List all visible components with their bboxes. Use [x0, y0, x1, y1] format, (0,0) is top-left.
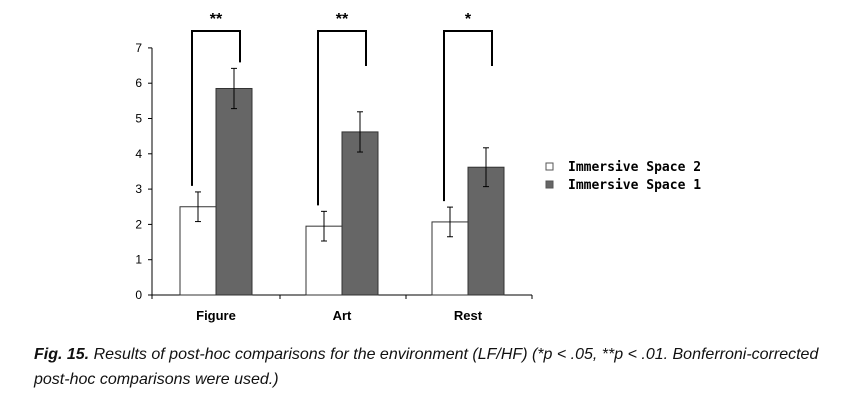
legend-label: Immersive Space 2	[568, 160, 701, 175]
y-tick-label: 4	[135, 147, 142, 161]
bar	[341, 131, 379, 296]
significance-bracket	[443, 30, 493, 202]
bar	[467, 166, 505, 296]
y-tick-label: 7	[135, 41, 142, 55]
y-tick-label: 6	[135, 76, 142, 90]
caption-text: Results of post-hoc comparisons for the …	[34, 346, 819, 388]
bars	[179, 67, 505, 296]
figure-label: Fig. 15.	[34, 346, 90, 363]
significance-brackets: ** ** *	[191, 11, 493, 206]
y-tick-label: 1	[135, 253, 142, 267]
y-tick-label: 3	[135, 182, 142, 196]
category-label: Figure	[196, 308, 236, 323]
legend-swatch	[545, 162, 554, 171]
legend: Immersive Space 2 Immersive Space 1	[545, 160, 701, 193]
significance-bracket	[191, 30, 241, 186]
significance-label: **	[210, 11, 223, 28]
significance-label: *	[465, 11, 472, 28]
legend-label: Immersive Space 1	[568, 178, 701, 193]
y-tick-label: 5	[135, 112, 142, 126]
figure-caption: Fig. 15. Results of post-hoc comparisons…	[34, 342, 834, 392]
y-tick-label: 2	[135, 217, 142, 231]
x-axis-labels: Figure Art Rest	[196, 308, 483, 323]
y-tick-label: 0	[135, 288, 142, 302]
significance-bracket	[317, 30, 367, 206]
category-label: Rest	[454, 308, 483, 323]
bar	[215, 87, 253, 296]
category-label: Art	[333, 308, 352, 323]
significance-label: **	[336, 11, 349, 28]
legend-swatch	[545, 180, 554, 189]
